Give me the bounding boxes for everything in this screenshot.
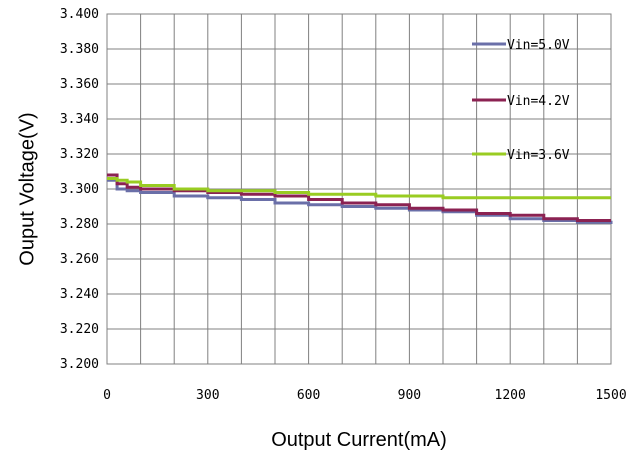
x-tick-label: 300 bbox=[196, 388, 219, 403]
y-tick-label: 3.260 bbox=[60, 252, 99, 267]
y-tick-label: 3.280 bbox=[60, 217, 99, 232]
y-tick-label: 3.320 bbox=[60, 147, 99, 162]
y-tick-label: 3.300 bbox=[60, 182, 99, 197]
y-tick-label: 3.200 bbox=[60, 357, 99, 372]
y-tick-label: 3.400 bbox=[60, 7, 99, 22]
x-axis-ticks: 0 300 600 900 1200 1500 bbox=[103, 388, 627, 403]
series-line-1 bbox=[107, 173, 611, 222]
y-tick-label: 3.220 bbox=[60, 322, 99, 337]
series-line-0 bbox=[107, 178, 613, 224]
x-axis-title: Output Current(mA) bbox=[271, 429, 447, 451]
y-axis-ticks: 3.200 3.220 3.240 3.260 3.280 3.300 3.320 3.340… bbox=[60, 7, 99, 372]
x-tick-label: 1500 bbox=[595, 388, 626, 403]
x-tick-label: 0 bbox=[103, 388, 111, 403]
legend-label: Vin=3.6V bbox=[507, 148, 570, 163]
series-line-2 bbox=[107, 177, 611, 200]
legend-label: Vin=5.0V bbox=[507, 38, 570, 53]
legend-label: Vin=4.2V bbox=[507, 94, 570, 109]
x-tick-label: 900 bbox=[398, 388, 421, 403]
plot-frame bbox=[106, 13, 612, 365]
y-axis-title: Ouput Voltage(V) bbox=[16, 112, 38, 265]
legend: Vin=5.0V Vin=4.2V Vin=3.6V bbox=[472, 38, 570, 163]
y-tick-label: 3.240 bbox=[60, 287, 99, 302]
y-tick-label: 3.360 bbox=[60, 77, 99, 92]
series-lines bbox=[107, 173, 613, 224]
x-tick-label: 1200 bbox=[495, 388, 526, 403]
y-tick-label: 3.380 bbox=[60, 42, 99, 57]
y-tick-label: 3.340 bbox=[60, 112, 99, 127]
x-tick-label: 600 bbox=[297, 388, 320, 403]
